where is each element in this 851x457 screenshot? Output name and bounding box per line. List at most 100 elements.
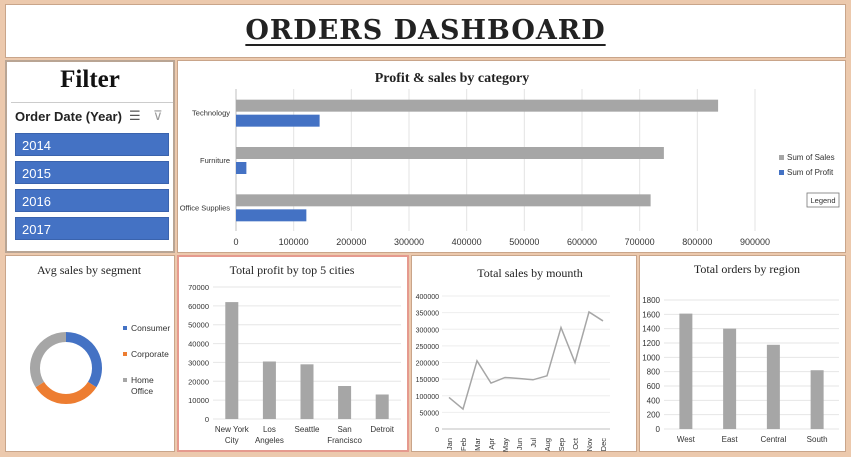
y-tick-label: 50000 [188,321,209,330]
x-tick-label: City [225,436,239,445]
slicer-title: Order Date (Year) [15,109,122,124]
y-tick-label: 150000 [416,377,439,384]
slicer-item-2015[interactable]: 2015 [15,161,169,184]
x-tick-label: Sep [557,438,566,451]
chart-title: Total profit by top 5 cities [230,263,355,277]
legend-swatch [779,170,784,175]
x-tick-label: 600000 [567,237,597,247]
x-tick-label: 100000 [279,237,309,247]
y-tick-label: 400000 [416,294,439,301]
profit-bar [236,209,307,222]
chart-title: Avg sales by segment [37,263,142,277]
y-tick-label: 60000 [188,302,209,311]
multi-select-icon[interactable]: ☰ [129,109,141,124]
y-tick-label: 20000 [188,377,209,386]
slicer-item-2016[interactable]: 2016 [15,189,169,212]
x-tick-label: 900000 [740,237,770,247]
x-tick-label: Los [263,425,276,434]
doughnut-slice [35,381,97,404]
legend-swatch [779,155,784,160]
x-tick-label: West [677,435,696,444]
bar [810,370,824,429]
x-tick-label: Oct [571,437,580,450]
bar [375,394,389,419]
x-tick-label: Dec [599,438,608,452]
chart-title: Profit & sales by category [375,71,529,86]
y-tick-label: 1200 [642,339,660,348]
clear-filter-icon[interactable]: ⊽ [153,109,163,124]
x-tick-label: 0 [233,237,238,247]
category-label: Technology [192,109,230,118]
y-tick-label: 200000 [416,361,439,368]
y-tick-label: 40000 [188,340,209,349]
segment-chart: Avg sales by segment Consumer Corporate Hom… [30,263,170,404]
x-tick-label: South [807,435,828,444]
y-tick-label: 100000 [416,394,439,401]
bar [766,344,780,429]
y-tick-label: 10000 [188,396,209,405]
months-chart: Total sales by mounth 0 50000 100000 150000 2… [416,266,610,452]
x-tick-label: Francisco [327,436,362,445]
x-tick-label: Jun [515,438,524,450]
legend-label: Sum of Profit [787,168,834,177]
bar [225,302,239,419]
legend-tooltip: Legend [810,196,835,205]
y-tick-label: 1600 [642,310,660,319]
y-tick-label: 300000 [416,327,439,334]
cities-chart-panel: Total profit by top 5 cities 0 10000 20000 3… [177,255,409,452]
x-tick-label: 800000 [682,237,712,247]
x-tick-label: Central [760,435,786,444]
doughnut-slice [30,332,67,388]
x-tick-label: San [337,425,351,434]
y-tick-label: 30000 [188,358,209,367]
bar [300,364,314,419]
sales-bar [236,194,651,207]
x-tick-label: East [722,435,739,444]
filter-panel: Filter Order Date (Year) ☰ ⊽ 2014 2015 2… [5,60,175,253]
title-panel: ORDERS DASHBOARD [5,4,846,58]
filter-heading: Filter [60,66,120,93]
legend-label: Consumer [131,323,170,333]
bar [723,328,737,429]
profit-bar [236,114,320,127]
x-tick-label: Jan [445,438,454,450]
x-tick-label: 200000 [336,237,366,247]
x-tick-label: Detroit [370,425,394,434]
chart-title: Total sales by mounth [477,266,582,280]
x-tick-label: 400000 [452,237,482,247]
x-tick-label: Nov [585,438,594,452]
legend-swatch [123,326,127,330]
legend-label: Home [131,375,154,385]
x-tick-label: 700000 [625,237,655,247]
segment-chart-panel: Avg sales by segment Consumer Corporate Hom… [5,255,175,452]
y-tick-label: 50000 [420,410,440,417]
sales-bar [236,147,664,159]
year-slicer: Order Date (Year) ☰ ⊽ 2014 2015 2016 201… [11,102,173,251]
x-tick-label: 500000 [509,237,539,247]
category-chart: Profit & sales by category 0 100000 200000 3… [180,71,840,247]
y-tick-label: 0 [205,415,209,424]
profit-bar [236,162,247,174]
dashboard-title: ORDERS DASHBOARD [245,15,606,46]
sales-bar [236,99,719,112]
y-tick-label: 600 [647,382,661,391]
x-tick-label: Feb [459,438,468,451]
x-tick-label: Apr [487,437,496,449]
y-tick-label: 0 [656,425,661,434]
y-tick-label: 70000 [188,283,209,292]
slicer-item-2014[interactable]: 2014 [15,133,169,156]
legend-tooltip-box [806,192,840,208]
x-tick-label: Jul [529,438,538,448]
chart-title: Total orders by region [694,262,800,276]
legend-label: Office [131,386,153,396]
regions-chart-panel: Total orders by region 0 200 400 600 800 1000 1… [639,255,846,452]
category-chart-panel: Profit & sales by category 0 100000 200000 3… [177,60,846,253]
slicer-item-2017[interactable]: 2017 [15,217,169,240]
x-tick-label: Seattle [295,425,320,434]
y-tick-label: 0 [435,427,439,434]
sales-line [448,310,604,411]
legend-label: Corporate [131,349,169,359]
x-tick-label: 300000 [394,237,424,247]
x-tick-label: Angeles [255,436,284,445]
y-tick-label: 250000 [416,344,439,351]
